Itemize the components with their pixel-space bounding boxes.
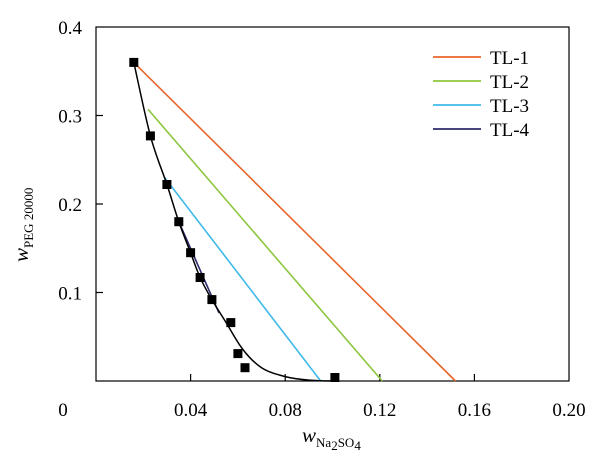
x-axis-label-sub-tail: SO [338, 435, 355, 450]
x-tick-label: 0.16 [458, 400, 491, 421]
y-tick-label: 0.4 [58, 18, 82, 39]
y-tick-label: 0.1 [58, 284, 82, 305]
x-axis-label-sub-n1: 2 [331, 438, 338, 453]
binodal-point [129, 57, 139, 67]
binodal-curve-group [133, 62, 335, 382]
x-axis-label-sub: Na [316, 435, 331, 450]
legend-label: TL-4 [490, 120, 530, 141]
y-ticks: 0.1 0.2 0.3 0.4 [58, 18, 103, 305]
tie-line-tl-1 [133, 61, 457, 382]
legend-label: TL-1 [490, 48, 529, 69]
x-tick-label: 0.20 [552, 400, 585, 421]
x-axis-label-main: w [302, 423, 316, 447]
binodal-curve [133, 62, 335, 382]
binodal-point [145, 131, 155, 141]
y-axis-label-main: w [9, 248, 33, 262]
x-axis-label-sub-n2: 4 [354, 438, 361, 453]
tie-lines [133, 61, 457, 382]
binodal-point [195, 273, 205, 282]
x-tick-label: 0 [58, 400, 68, 421]
y-tick-label: 0.3 [58, 107, 82, 128]
binodal-point [162, 180, 172, 189]
legend-label: TL-3 [490, 96, 529, 117]
y-axis-label: wPEG 20000 [9, 188, 36, 262]
binodal-point [226, 318, 236, 328]
y-tick-label: 0.2 [58, 195, 82, 216]
x-ticks: 0 0.04 0.08 0.12 0.16 0.20 [58, 374, 586, 421]
binodal-points [129, 57, 340, 382]
binodal-point [186, 248, 196, 258]
binodal-point [330, 373, 340, 382]
x-tick-label: 0.04 [174, 400, 208, 421]
y-axis-label-sub: PEG 20000 [21, 188, 36, 248]
binodal-point [174, 217, 184, 227]
x-tick-label: 0.08 [269, 400, 302, 421]
tie-line-tl-2 [147, 108, 383, 382]
legend: TL-1 TL-2 TL-3 TL-4 [433, 48, 530, 141]
legend-label: TL-2 [490, 72, 529, 93]
binodal-point [233, 349, 243, 359]
x-tick-label: 0.12 [363, 400, 396, 421]
binodal-point [240, 363, 250, 373]
binodal-point [207, 295, 217, 305]
tie-line-tl-3 [163, 177, 322, 382]
x-axis-label: wNa2SO4 [302, 423, 361, 453]
